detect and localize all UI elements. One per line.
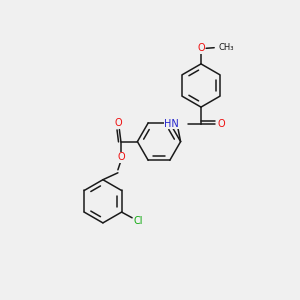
Text: O: O xyxy=(218,118,225,129)
Text: Cl: Cl xyxy=(134,216,143,226)
Text: O: O xyxy=(117,152,125,162)
Text: CH₃: CH₃ xyxy=(218,43,234,52)
Text: HN: HN xyxy=(164,118,179,129)
Text: O: O xyxy=(114,118,122,128)
Text: O: O xyxy=(197,43,205,53)
